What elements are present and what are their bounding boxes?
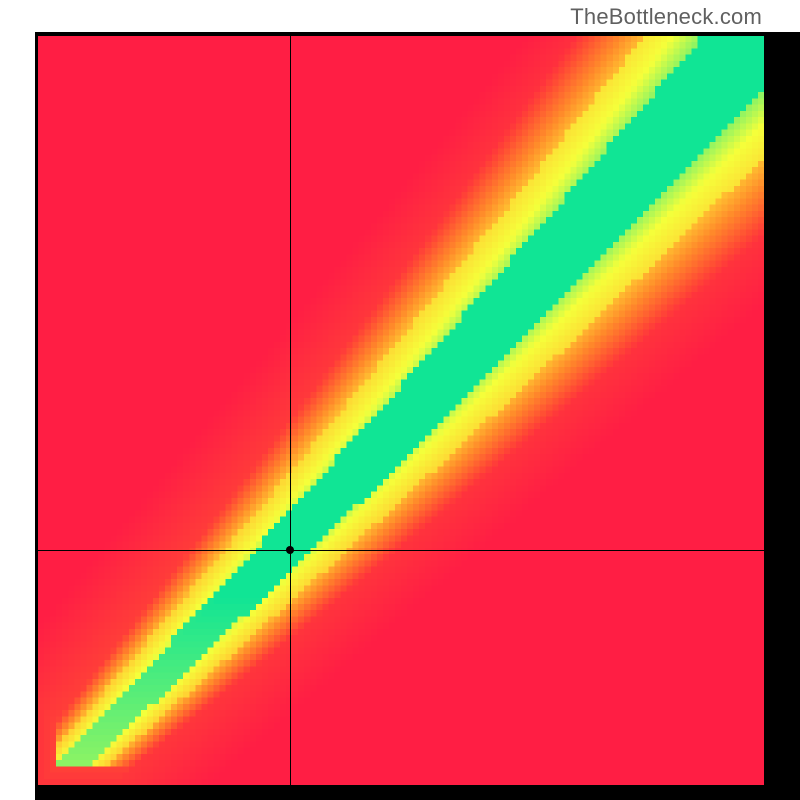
crosshair-horizontal <box>38 550 764 551</box>
crosshair-vertical <box>290 36 291 785</box>
watermark-text: TheBottleneck.com <box>570 4 762 30</box>
bottleneck-heatmap <box>38 36 764 785</box>
result-marker-dot <box>286 546 294 554</box>
